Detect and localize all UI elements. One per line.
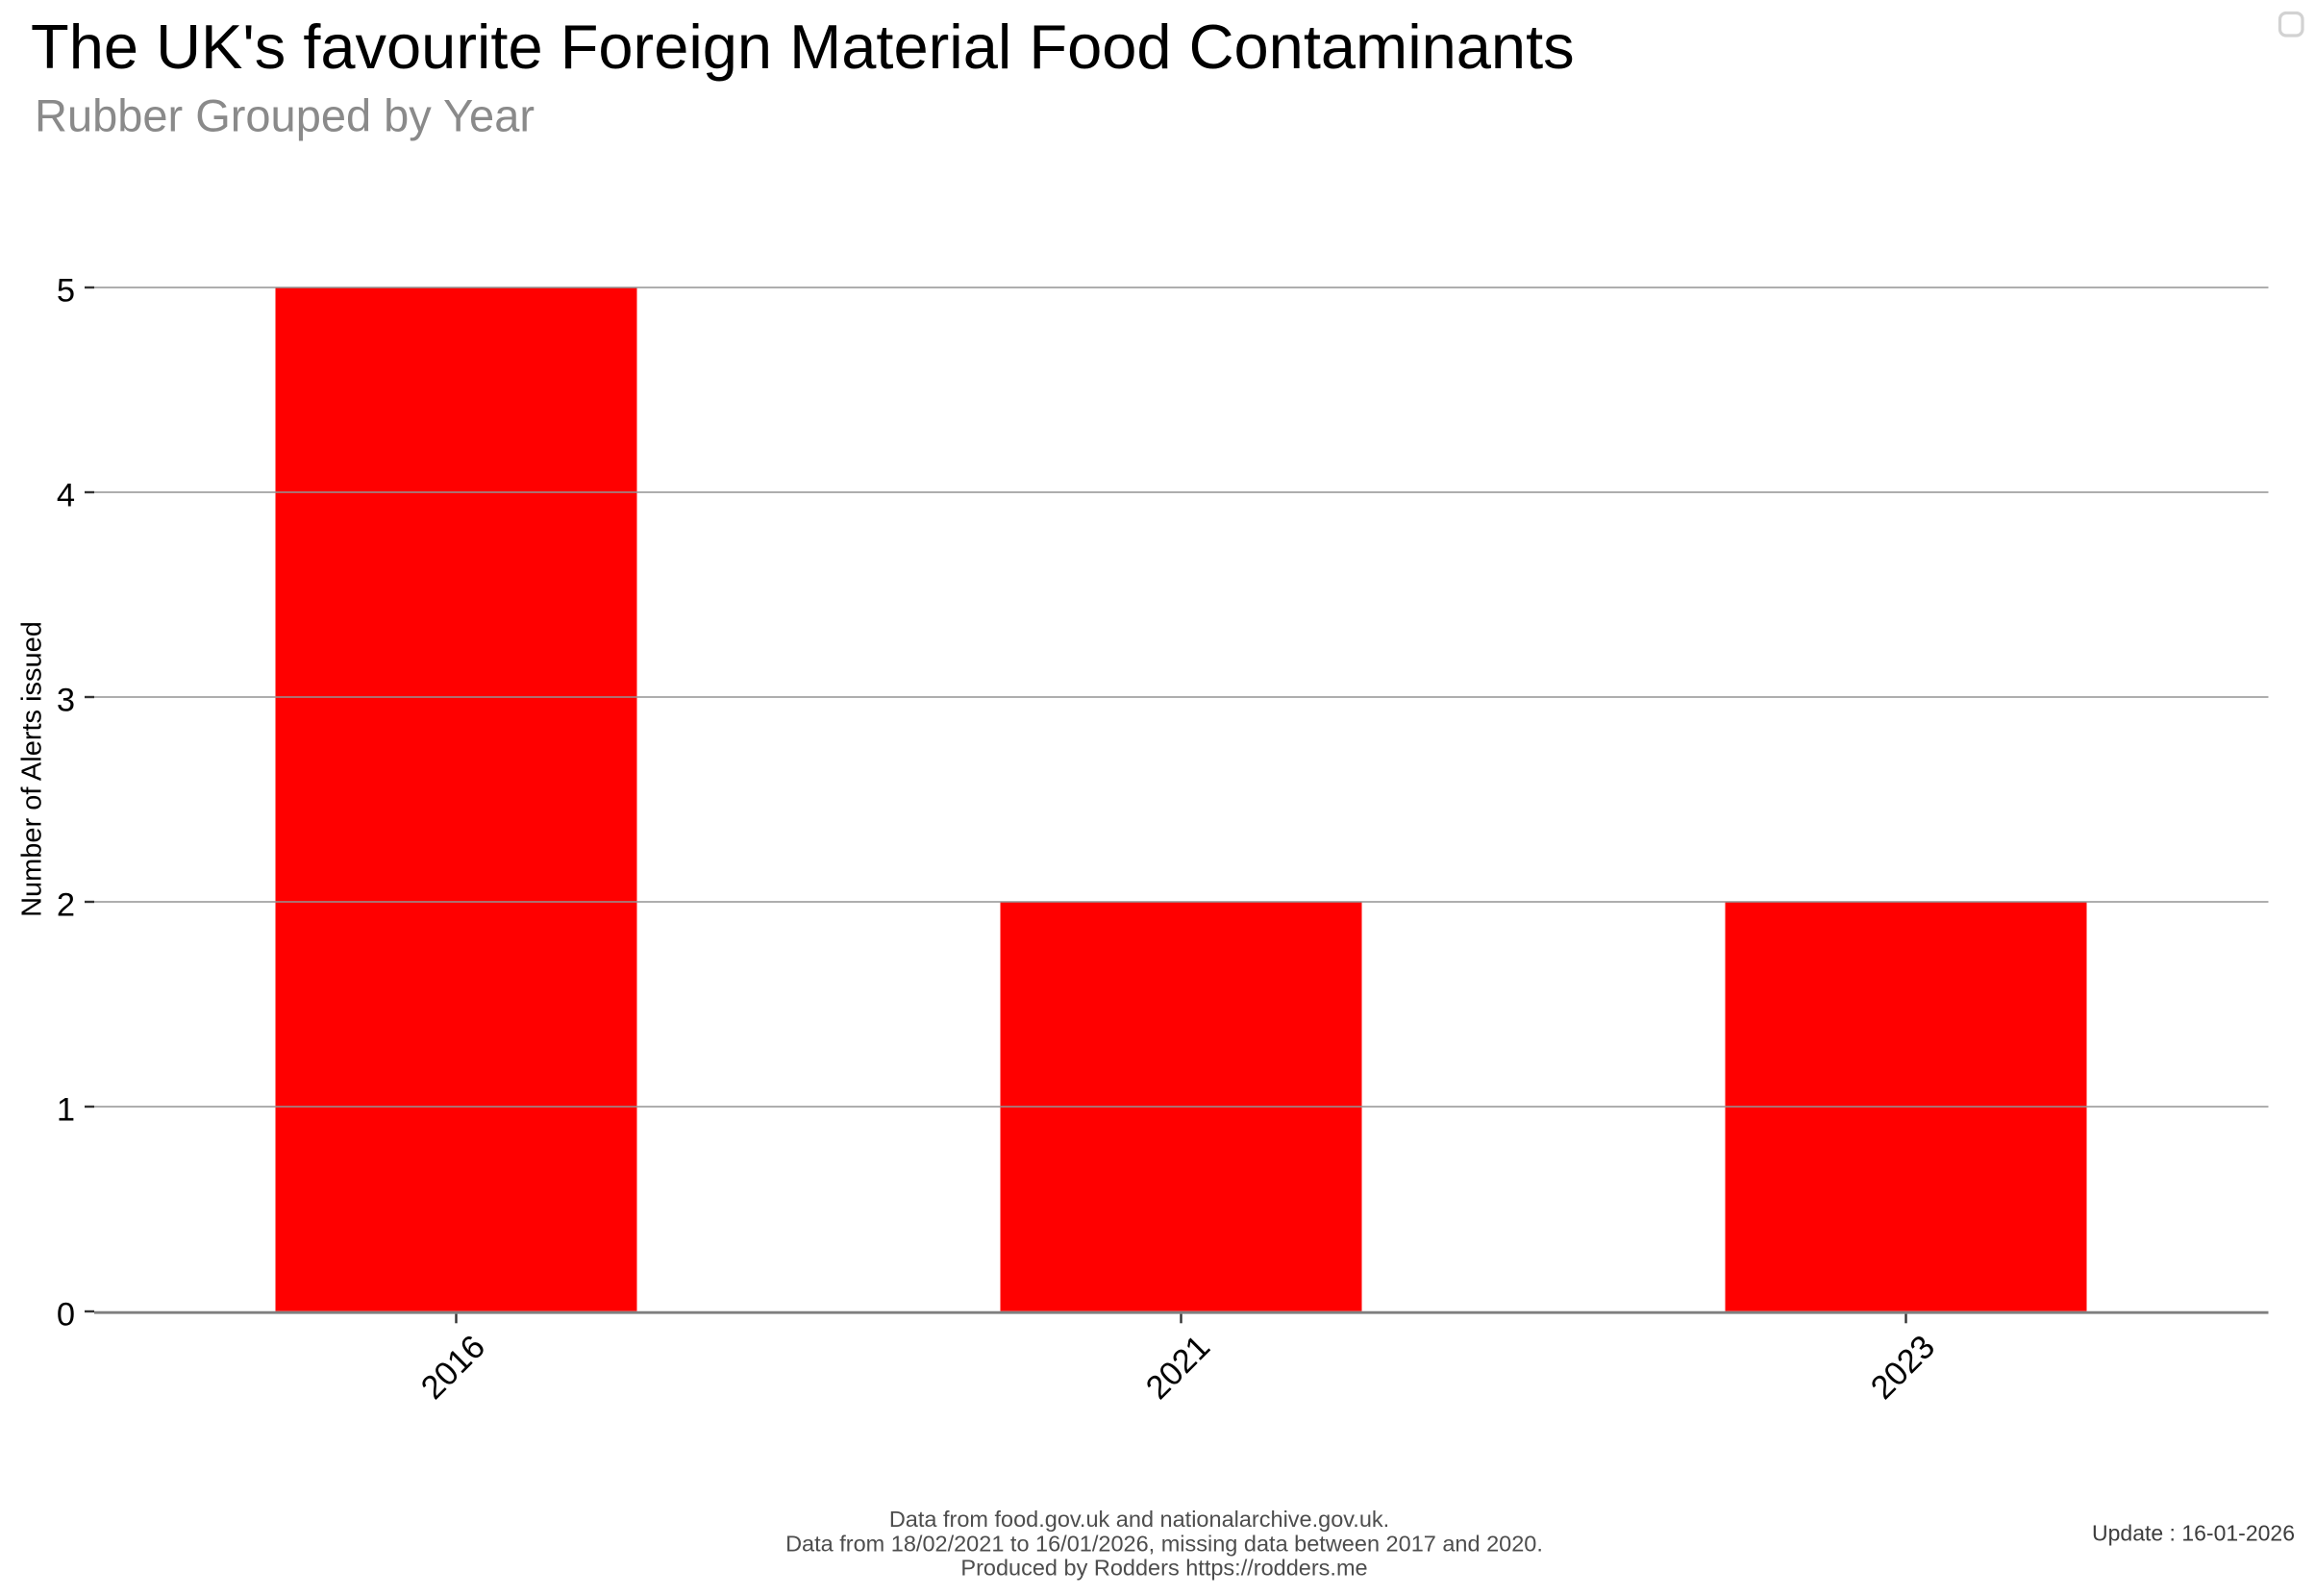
x-tick-label-2021: 2021 [1139, 1329, 1217, 1407]
bar-2016 [275, 287, 637, 1311]
chart-subtitle: Rubber Grouped by Year [35, 90, 535, 141]
x-tick-label-2023: 2023 [1864, 1329, 1942, 1407]
update-date-label: Update : 16-01-2026 [2092, 1521, 2295, 1546]
y-tick-label-0: 0 [57, 1296, 75, 1333]
y-tick-label-1: 1 [57, 1091, 75, 1128]
y-tick-label-4: 4 [57, 477, 75, 513]
bars-layer [275, 287, 2087, 1311]
footer-line-3: Produced by Rodders https://rodders.me [960, 1555, 1367, 1580]
footer-line-2: Data from 18/02/2021 to 16/01/2026, miss… [785, 1532, 1543, 1557]
tick-layer [85, 286, 1907, 1324]
grid-layer [94, 287, 2269, 1108]
y-tick-label-3: 3 [57, 682, 75, 718]
footer-line-1: Data from food.gov.uk and nationalarchiv… [889, 1507, 1389, 1532]
y-axis-label: Number of Alerts issued [17, 621, 48, 917]
y-tick-label-5: 5 [57, 272, 75, 309]
chart-title: The UK's favourite Foreign Material Food… [31, 12, 1575, 82]
y-tick-label-2: 2 [57, 886, 75, 923]
rounded-square-icon[interactable] [2278, 11, 2304, 37]
x-tick-label-2016: 2016 [414, 1329, 492, 1407]
